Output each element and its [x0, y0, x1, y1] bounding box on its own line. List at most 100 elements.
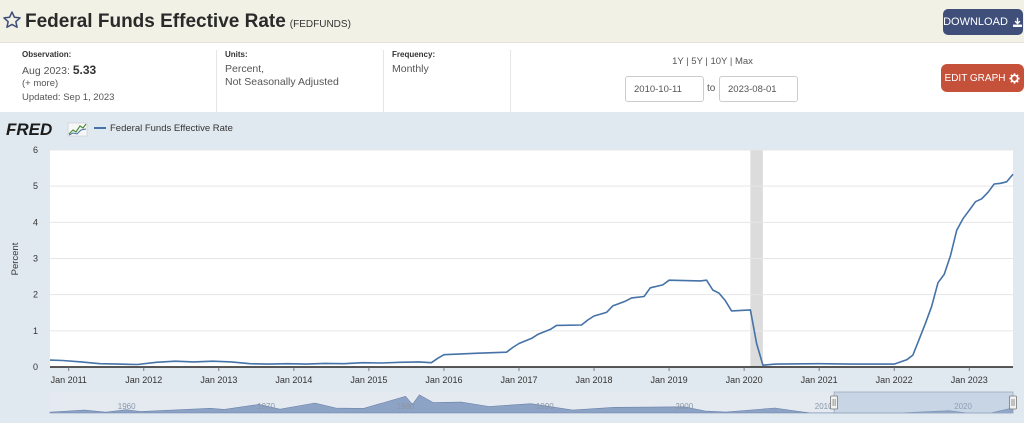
navigator-label: 2010 [815, 402, 833, 411]
x-tick-label: Jan 2020 [726, 375, 763, 385]
start-date-input[interactable]: 2010-10-11 [625, 76, 704, 102]
more-observations-link[interactable]: (+ more) [22, 78, 59, 89]
data-point [437, 357, 439, 359]
divider [383, 50, 384, 112]
navigator-label: 2020 [954, 402, 972, 411]
data-point [931, 305, 933, 307]
divider [510, 50, 511, 112]
data-point [474, 352, 476, 354]
data-point [887, 363, 889, 365]
observation-label: Observation: [22, 50, 72, 59]
data-point [530, 337, 532, 339]
data-point [612, 305, 614, 307]
star-outline-icon[interactable] [2, 10, 22, 30]
y-tick-label: 1 [33, 326, 38, 336]
end-date-input[interactable]: 2023-08-01 [719, 76, 798, 102]
data-point [624, 300, 626, 302]
download-label: DOWNLOAD [943, 16, 1008, 28]
navigator-right-handle[interactable] [1009, 395, 1017, 410]
data-point [968, 209, 970, 211]
divider [216, 50, 217, 112]
units-line-1: Percent, [225, 63, 265, 75]
data-point [762, 364, 764, 366]
chart-sparkline-icon [67, 122, 88, 137]
data-point [937, 282, 939, 284]
handle-grip [830, 395, 839, 410]
data-point [230, 361, 232, 363]
fred-logo[interactable]: FRED [6, 120, 88, 139]
navigator-label: 1980 [397, 402, 415, 411]
series-line[interactable] [49, 173, 1014, 366]
fred-chart[interactable]: FRED Federal Funds Effective Rate 0 1 2 3 4 5… [0, 112, 1024, 423]
data-point [193, 361, 195, 363]
data-point [987, 191, 989, 193]
observation-value: 5.33 [72, 63, 97, 77]
data-point [993, 183, 995, 185]
range-10y-link[interactable]: 10Y [710, 56, 728, 67]
data-point [949, 254, 951, 256]
units-label: Units: [225, 50, 248, 59]
data-point [549, 328, 551, 330]
range-navigator[interactable]: 1960 1970 1980 1990 2000 2010 2020 [49, 391, 1017, 414]
data-point [155, 361, 157, 363]
data-point [305, 363, 307, 365]
data-point [643, 295, 645, 297]
data-point [662, 284, 664, 286]
data-point [924, 322, 926, 324]
frequency-value: Monthly [392, 63, 429, 75]
data-point [943, 273, 945, 275]
download-button[interactable]: DOWNLOAD [943, 9, 1023, 35]
frequency-label: Frequency: [392, 50, 436, 59]
navigator-label: 1990 [536, 402, 554, 411]
navigator-left-handle[interactable] [830, 395, 839, 410]
y-axis-label: Percent [10, 242, 21, 275]
data-point [512, 346, 514, 348]
navigator-selection[interactable] [833, 391, 1014, 414]
data-point [286, 363, 288, 365]
data-point [849, 363, 851, 365]
edit-graph-button[interactable]: EDIT GRAPH [941, 64, 1024, 92]
range-1y-link[interactable]: 1Y [672, 56, 684, 67]
data-point [593, 315, 595, 317]
range-max-link[interactable]: Max [734, 56, 753, 67]
data-point [49, 359, 51, 361]
data-point [818, 363, 820, 365]
fred-logo-text: FRED [6, 120, 52, 139]
y-axis: 0 1 2 3 4 5 6 [33, 145, 38, 372]
chart-legend: Federal Funds Effective Rate [94, 123, 233, 134]
handle-grip [1009, 395, 1017, 410]
gridlines [50, 149, 1013, 368]
x-tick-label: Jan 2019 [651, 375, 688, 385]
x-axis: Jan 2011 Jan 2012 Jan 2013 Jan 2014 Jan 2015… [51, 367, 988, 385]
data-point [211, 360, 213, 362]
navigator-label: 1960 [118, 402, 136, 411]
data-point [712, 289, 714, 291]
range-5y-link[interactable]: 5Y [691, 56, 703, 67]
data-point [730, 310, 732, 312]
data-point [99, 363, 101, 365]
x-tick-label: Jan 2012 [125, 375, 162, 385]
navigator-labels: 1960 1970 1980 1990 2000 2010 2020 [118, 402, 973, 411]
series-id: (FEDFUNDS) [289, 19, 351, 30]
data-point [905, 359, 907, 361]
x-tick-label: Jan 2017 [500, 375, 537, 385]
x-tick-label: Jan 2014 [275, 375, 312, 385]
units-block: Units: Percent, Not Seasonally Adjusted [225, 50, 339, 89]
download-icon [1012, 17, 1022, 27]
data-point [343, 363, 345, 365]
edit-graph-label: EDIT GRAPH [944, 72, 1006, 84]
data-point [399, 361, 401, 363]
data-point [418, 361, 420, 363]
x-tick-label: Jan 2016 [425, 375, 462, 385]
data-point [443, 354, 445, 356]
data-point [649, 287, 651, 289]
data-point [1006, 181, 1008, 183]
data-point [868, 363, 870, 365]
data-point [80, 361, 82, 363]
y-tick-label: 3 [33, 254, 38, 264]
data-point [249, 363, 251, 365]
series-title: Federal Funds Effective Rate [25, 11, 286, 32]
updated-date: Updated: Sep 1, 2023 [22, 92, 115, 103]
observation-block: Observation: Aug 2023: 5.33 (+ more) Upd… [22, 50, 114, 105]
data-point [630, 297, 632, 299]
